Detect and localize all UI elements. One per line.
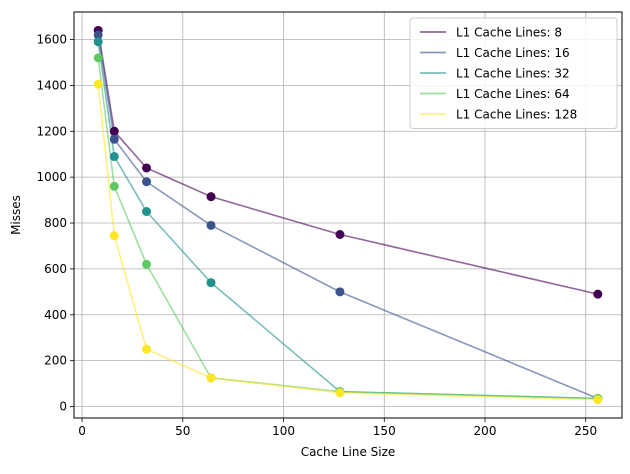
- data-point-s4-p4: [335, 388, 345, 398]
- series-line-3: [97, 57, 598, 400]
- data-point-s0-p1: [109, 126, 119, 136]
- data-point-s0-p2: [142, 163, 152, 173]
- legend-label-4: L1 Cache Lines: 128: [456, 108, 577, 122]
- x-tick-label: 100: [272, 424, 295, 438]
- data-point-s3-p0: [93, 53, 103, 63]
- data-point-s1-p4: [335, 287, 345, 297]
- series-points: [93, 25, 603, 405]
- data-point-s4-p1: [109, 231, 119, 241]
- legend-label-2: L1 Cache Lines: 32: [456, 67, 570, 81]
- legend-label-3: L1 Cache Lines: 64: [456, 87, 570, 101]
- plot-frame: [73, 11, 623, 419]
- y-tick-label: 800: [44, 216, 67, 230]
- y-axis-ticks: 0 200 400 600 800 1000 1200 1400 1600: [36, 33, 74, 414]
- data-point-s0-p5: [593, 289, 603, 299]
- x-tick-label: 250: [574, 424, 597, 438]
- x-tick-label: 150: [373, 424, 396, 438]
- x-tick-label: 200: [474, 424, 497, 438]
- y-axis-label: Misses: [9, 195, 23, 235]
- data-point-s4-p5: [593, 395, 603, 405]
- data-point-s2-p2: [142, 207, 152, 217]
- data-point-s1-p2: [142, 177, 152, 187]
- legend: L1 Cache Lines: 8 L1 Cache Lines: 16 L1 Ca…: [409, 17, 618, 129]
- series-line-1: [97, 34, 599, 400]
- y-tick-label: 1600: [36, 33, 67, 47]
- data-point-s2-p0: [93, 37, 103, 47]
- data-point-s1-p1: [109, 134, 119, 144]
- data-point-s4-p2: [142, 344, 152, 354]
- y-tick-label: 1200: [36, 124, 67, 138]
- y-tick-label: 1000: [36, 170, 67, 184]
- data-point-s2-p3: [206, 278, 216, 288]
- y-tick-label: 600: [44, 262, 67, 276]
- series-lines: [97, 30, 599, 401]
- x-axis-label: Cache Line Size: [301, 445, 396, 459]
- data-point-s4-p3: [206, 373, 216, 383]
- legend-label-0: L1 Cache Lines: 8: [456, 26, 562, 40]
- data-point-s4-p0: [93, 79, 103, 89]
- data-point-s3-p2: [142, 259, 152, 269]
- x-tick-label: 50: [175, 424, 190, 438]
- data-point-s2-p1: [109, 152, 119, 162]
- data-point-s3-p1: [109, 181, 119, 191]
- series-line-4: [97, 84, 598, 401]
- x-axis-ticks: 0 50 100 150 200 250: [78, 418, 597, 438]
- data-point-s1-p0: [93, 30, 103, 40]
- x-tick-label: 0: [78, 424, 86, 438]
- data-point-s0-p4: [335, 229, 345, 239]
- data-point-s1-p3: [206, 220, 216, 230]
- y-tick-label: 0: [59, 400, 67, 414]
- y-tick-label: 200: [44, 354, 67, 368]
- data-point-s0-p3: [206, 192, 216, 202]
- series-line-0: [97, 30, 599, 295]
- legend-label-1: L1 Cache Lines: 16: [456, 46, 570, 60]
- y-tick-label: 400: [44, 308, 67, 322]
- legend-box: [409, 17, 618, 129]
- y-tick-label: 1400: [36, 78, 67, 92]
